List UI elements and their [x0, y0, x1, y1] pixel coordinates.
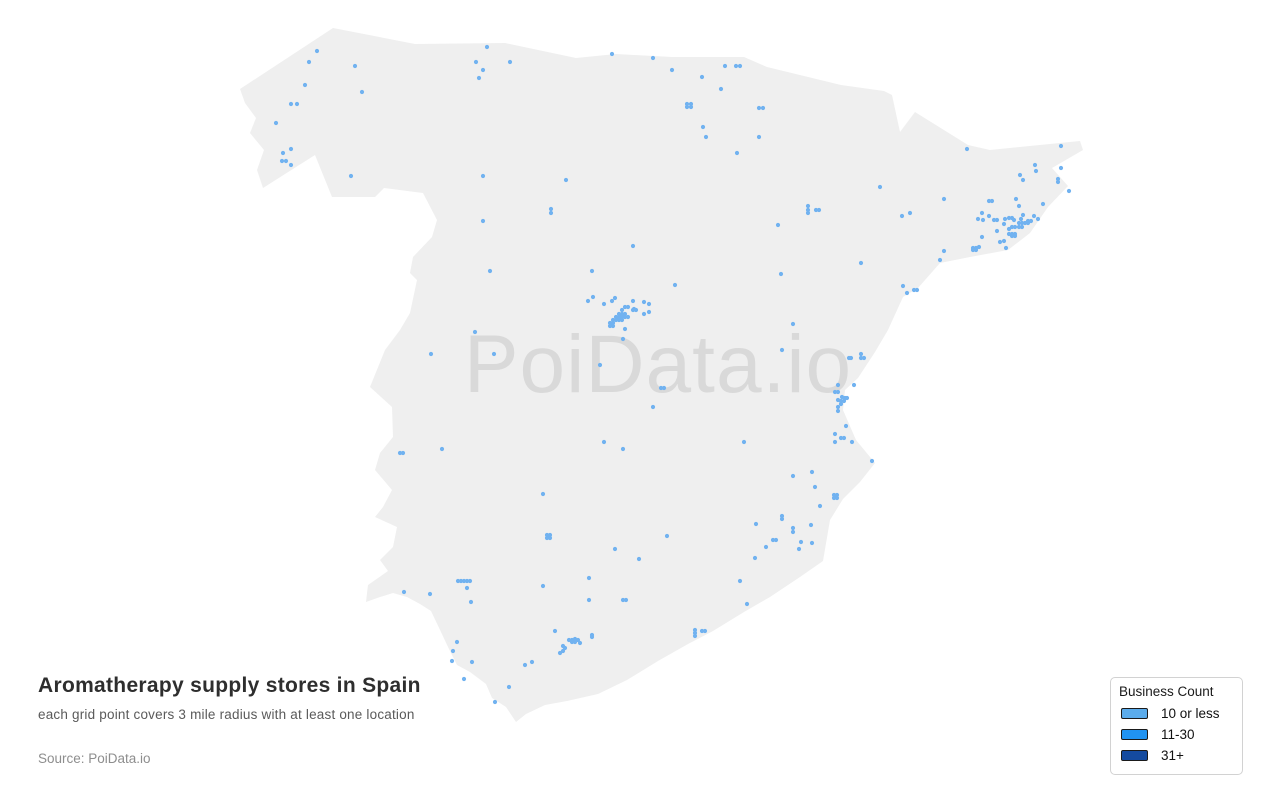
source-text: Source: PoiData.io [38, 751, 151, 766]
legend-swatch-high-icon [1121, 750, 1148, 761]
map-watermark: PoiData.io [464, 319, 852, 410]
page-subtitle: each grid point covers 3 mile radius wit… [38, 707, 415, 722]
legend-item: 10 or less [1121, 703, 1232, 724]
page-title: Aromatherapy supply stores in Spain [38, 674, 421, 697]
legend-item: 31+ [1121, 745, 1232, 766]
legend-title: Business Count [1119, 684, 1214, 699]
legend-swatch-low-icon [1121, 708, 1148, 719]
legend-item: 11-30 [1121, 724, 1232, 745]
legend-swatch-mid-icon [1121, 729, 1148, 740]
legend-label-mid: 11-30 [1161, 727, 1195, 742]
map-points-layer [273, 44, 1072, 705]
legend-label-low: 10 or less [1161, 706, 1220, 721]
legend: Business Count 10 or less 11-30 31+ [1110, 677, 1243, 775]
legend-label-high: 31+ [1161, 748, 1184, 763]
spain-landmass [240, 28, 1083, 722]
title-block: Aromatherapy supply stores in Spain each… [38, 674, 421, 722]
